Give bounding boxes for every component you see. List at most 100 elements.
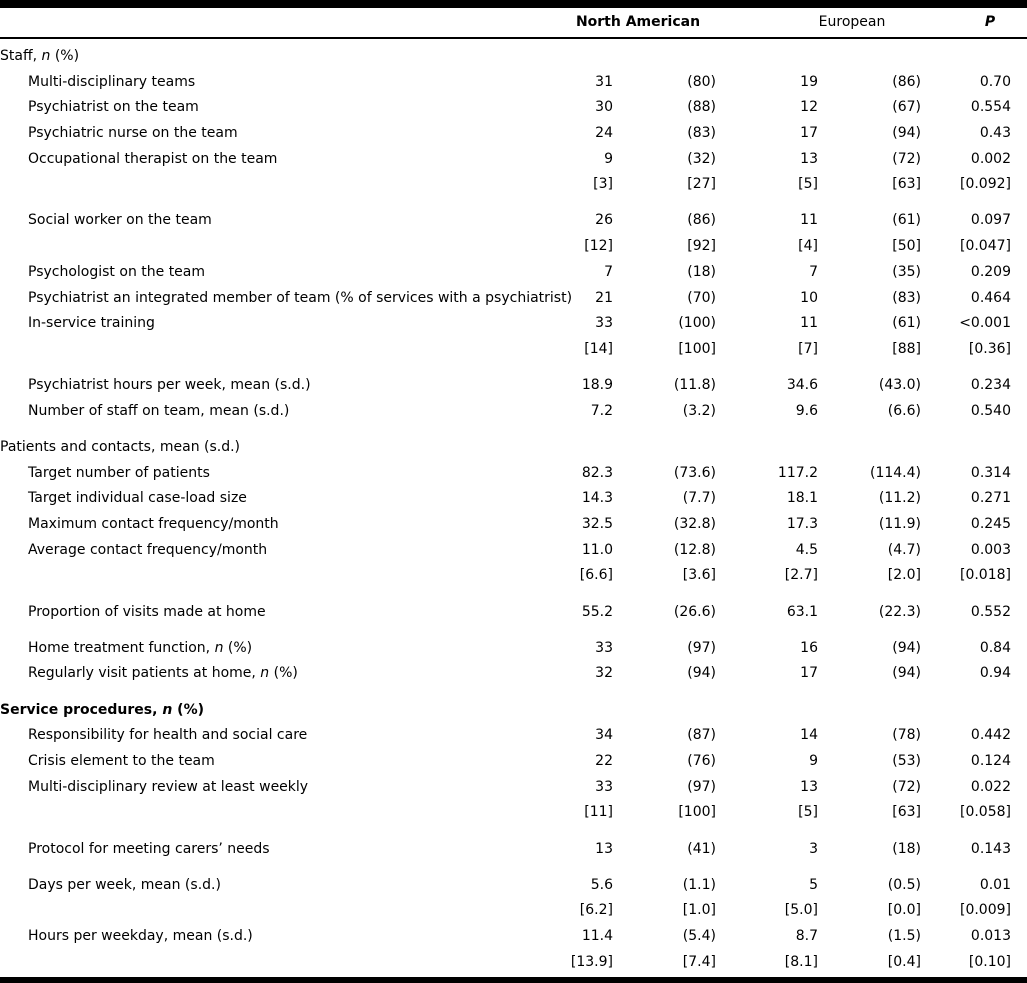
table-sub-row: [12] [92] [4] [50] [0.047] xyxy=(0,233,1027,259)
value-cell: 0.022 xyxy=(970,778,1011,795)
value-cell: [2.0] xyxy=(887,567,921,584)
row-label: Occupational therapist on the team xyxy=(28,150,278,167)
value-cell: (87) xyxy=(687,727,716,744)
table-sub-row: [6.6] [3.6] [2.7] [2.0] [0.018] xyxy=(0,563,1027,589)
value-cell: 16 xyxy=(800,639,818,656)
value-cell: [0.4] xyxy=(887,953,921,970)
value-cell: (26.6) xyxy=(673,603,716,620)
value-cell: 18.9 xyxy=(581,377,613,394)
value-cell: 13 xyxy=(800,778,818,795)
table-row: Psychiatrist hours per week, mean (s.d.)… xyxy=(0,372,1027,398)
value-cell: [0.018] xyxy=(959,567,1011,584)
row-label: Regularly visit patients at home, n (%) xyxy=(28,665,298,682)
row-spacer xyxy=(0,588,1027,599)
value-cell: 11 xyxy=(800,315,818,332)
value-cell: 9.6 xyxy=(795,402,818,419)
value-cell: (0.5) xyxy=(887,876,921,893)
value-cell: 0.003 xyxy=(970,541,1011,558)
value-cell: 4.5 xyxy=(795,541,818,558)
table-row: Social worker on the team 26 (86) 11 (61) 0.0… xyxy=(0,208,1027,234)
value-cell: (6.6) xyxy=(887,402,921,419)
row-label: Protocol for meeting carers’ needs xyxy=(28,840,270,857)
table-row: Number of staff on team, mean (s.d.) 7.2 (… xyxy=(0,398,1027,424)
table-header: North American European P xyxy=(0,8,1027,39)
value-cell: [88] xyxy=(892,340,921,357)
value-cell: [0.092] xyxy=(959,176,1011,193)
value-cell: [0.009] xyxy=(959,902,1011,919)
value-cell: 33 xyxy=(595,639,613,656)
table-row: Hours per weekday, mean (s.d.) 11.4 (5.4) 8… xyxy=(0,923,1027,949)
row-spacer xyxy=(0,197,1027,208)
row-label: Responsibility for health and social car… xyxy=(28,727,308,744)
table-row: Psychiatrist on the team 30 (88) 12 (67) 0.55… xyxy=(0,94,1027,120)
value-cell: [0.10] xyxy=(968,953,1011,970)
value-cell: [5] xyxy=(798,804,818,821)
table-sub-row: [13.9] [7.4] [8.1] [0.4] [0.10] xyxy=(0,949,1027,975)
value-cell: 34 xyxy=(595,727,613,744)
value-cell: 0.013 xyxy=(970,928,1011,945)
value-cell: (53) xyxy=(892,753,921,770)
value-cell: 13 xyxy=(800,150,818,167)
value-cell: 0.01 xyxy=(979,876,1011,893)
value-cell: (94) xyxy=(687,665,716,682)
value-cell: (11.9) xyxy=(878,516,921,533)
row-label: Service procedures, n (%) xyxy=(0,701,204,718)
value-cell: 0.097 xyxy=(970,212,1011,229)
row-label: Psychiatric nurse on the team xyxy=(28,124,238,141)
value-cell: 0.124 xyxy=(970,753,1011,770)
table-row: Proportion of visits made at home 55.2 (26… xyxy=(0,599,1027,625)
value-cell: 14.3 xyxy=(581,490,613,507)
value-cell: 0.540 xyxy=(970,402,1011,419)
value-cell: 3 xyxy=(809,840,818,857)
value-cell: 17 xyxy=(800,665,818,682)
row-label: Staff, n (%) xyxy=(0,47,80,64)
row-label: Crisis element to the team xyxy=(28,753,215,770)
value-cell: [100] xyxy=(678,804,716,821)
row-label: Multi-disciplinary review at least weekl… xyxy=(28,778,309,795)
value-cell: 7 xyxy=(809,263,818,280)
value-cell: 32.5 xyxy=(581,516,613,533)
value-cell: (70) xyxy=(687,289,716,306)
value-cell: 30 xyxy=(595,99,613,116)
table-sub-row: [14] [100] [7] [88] [0.36] xyxy=(0,336,1027,362)
table-section-row: Patients and contacts, mean (s.d.) xyxy=(0,434,1027,460)
value-cell: [12] xyxy=(584,238,613,255)
table-row: In-service training 33 (100) 11 (61) <0.001 xyxy=(0,310,1027,336)
value-cell: 63.1 xyxy=(786,603,818,620)
value-cell: (97) xyxy=(687,639,716,656)
value-cell: [0.0] xyxy=(887,902,921,919)
value-cell: [92] xyxy=(687,238,716,255)
column-header-north-american: North American xyxy=(575,14,701,30)
table-section-row: Service procedures, n (%) xyxy=(0,697,1027,723)
value-cell: (61) xyxy=(892,315,921,332)
row-spacer xyxy=(0,861,1027,872)
value-cell: [100] xyxy=(678,340,716,357)
value-cell: 9 xyxy=(604,150,613,167)
value-cell: 0.314 xyxy=(970,464,1011,481)
value-cell: 0.245 xyxy=(970,516,1011,533)
value-cell: 5.6 xyxy=(590,876,613,893)
value-cell: 17 xyxy=(800,124,818,141)
table-row: Protocol for meeting carers’ needs 13 (41)… xyxy=(0,836,1027,862)
table-row: Average contact frequency/month 11.0 (12.8… xyxy=(0,537,1027,563)
value-cell: (88) xyxy=(687,99,716,116)
value-cell: [27] xyxy=(687,176,716,193)
value-cell: 10 xyxy=(800,289,818,306)
value-cell: (32.8) xyxy=(673,516,716,533)
value-cell: [14] xyxy=(584,340,613,357)
value-cell: (1.5) xyxy=(887,928,921,945)
value-cell: (18) xyxy=(687,263,716,280)
value-cell: (72) xyxy=(892,778,921,795)
value-cell: (4.7) xyxy=(887,541,921,558)
value-cell: 0.464 xyxy=(970,289,1011,306)
value-cell: 24 xyxy=(595,124,613,141)
value-cell: 19 xyxy=(800,73,818,90)
value-cell: [11] xyxy=(584,804,613,821)
value-cell: (3.2) xyxy=(682,402,716,419)
row-label: Number of staff on team, mean (s.d.) xyxy=(28,402,290,419)
value-cell: (86) xyxy=(892,73,921,90)
value-cell: (76) xyxy=(687,753,716,770)
value-cell: 31 xyxy=(595,73,613,90)
value-cell: (94) xyxy=(892,124,921,141)
